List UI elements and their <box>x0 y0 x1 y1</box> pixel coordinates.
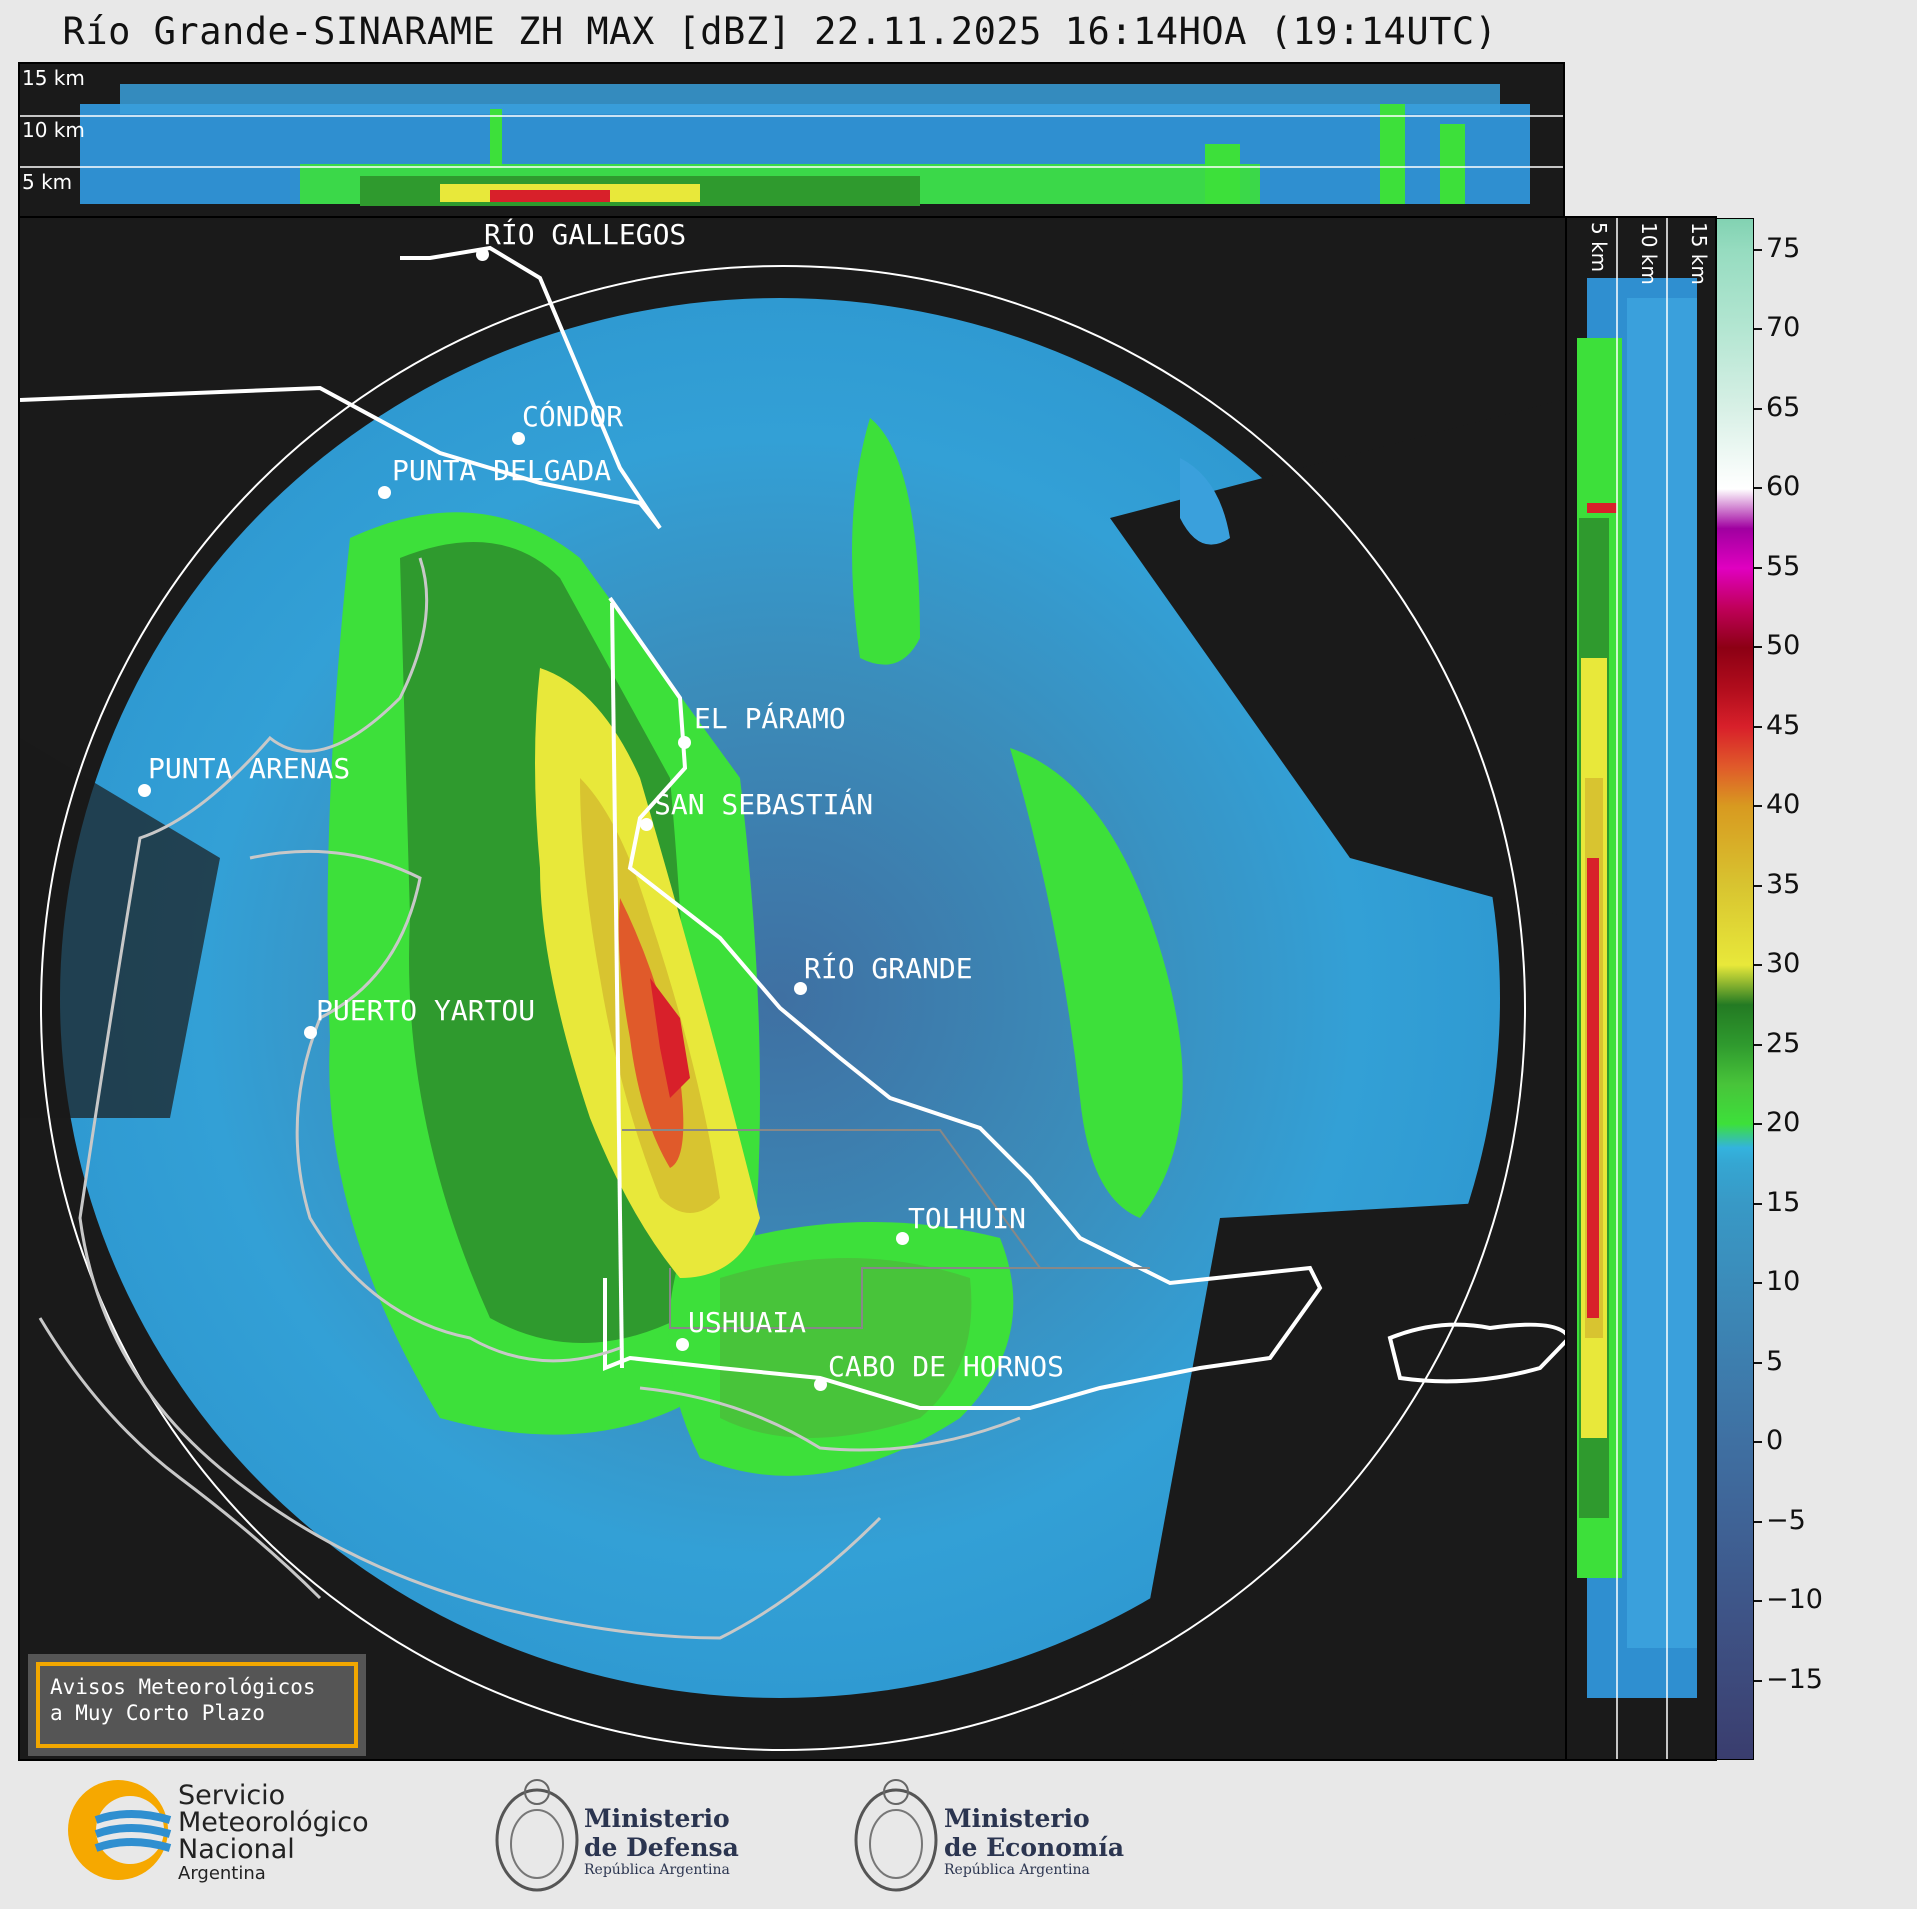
defensa-emblem-icon <box>495 1779 579 1892</box>
colorbar-tick <box>1754 884 1762 887</box>
city-label-rio-grande: RÍO GRANDE <box>804 952 973 985</box>
colorbar-tick-label: 0 <box>1766 1425 1784 1457</box>
colorbar-tick <box>1754 566 1762 569</box>
colorbar-tick <box>1754 805 1762 808</box>
colorbar-tick-label: 35 <box>1766 868 1801 900</box>
colorbar-tick-label: −15 <box>1766 1663 1823 1695</box>
city-label-puerto-yartou: PUERTO YARTOU <box>316 994 536 1027</box>
city-dot-san-sebastian <box>640 818 653 831</box>
colorbar-tick-label: 40 <box>1766 789 1801 821</box>
top-vertical-profile: 15 km 10 km 5 km <box>18 62 1565 218</box>
smn-logo-text: Servicio Meteorológico Nacional Argentin… <box>178 1782 369 1885</box>
defensa-logo-text: Ministerio de Defensa República Argentin… <box>584 1804 739 1878</box>
smn-line-3: Nacional <box>178 1834 295 1865</box>
city-label-tolhuin: TOLHUIN <box>908 1202 1027 1235</box>
warning-badge-frame: Avisos Meteorológicos a Muy Corto Plazo <box>36 1662 358 1748</box>
colorbar-tick-label: 45 <box>1766 709 1801 741</box>
city-dot-rio-gallegos <box>476 248 489 261</box>
colorbar-tick <box>1754 725 1762 728</box>
economia-line-3: República Argentina <box>944 1862 1090 1878</box>
defensa-line-1: Ministerio <box>584 1804 730 1833</box>
colorbar-tick <box>1754 1282 1762 1285</box>
colorbar-tick-label: 30 <box>1766 948 1801 980</box>
colorbar-tick-label: 25 <box>1766 1027 1801 1059</box>
colorbar-tick <box>1754 328 1762 331</box>
warning-line-1: Avisos Meteorológicos <box>50 1675 316 1699</box>
colorbar-tick-label: 50 <box>1766 630 1801 662</box>
colorbar-tick-label: 75 <box>1766 232 1801 264</box>
colorbar-tick <box>1754 248 1762 251</box>
footer-logos: Servicio Meteorológico Nacional Argentin… <box>0 1762 1917 1909</box>
warning-line-2: a Muy Corto Plazo <box>50 1701 265 1725</box>
economia-logo-text: Ministerio de Economía República Argenti… <box>944 1804 1124 1878</box>
chart-title: Río Grande-SINARAME ZH MAX [dBZ] 22.11.2… <box>62 10 1498 53</box>
colorbar-tick-label: −10 <box>1766 1584 1823 1616</box>
city-dot-rio-grande <box>794 982 807 995</box>
smn-line-4: Argentina <box>178 1863 266 1884</box>
top-label-10km: 10 km <box>22 118 85 142</box>
top-label-5km: 5 km <box>22 170 73 194</box>
city-dot-ushuaia <box>676 1338 689 1351</box>
colorbar <box>1716 218 1754 1760</box>
radar-map: RÍO GALLEGOS CÓNDOR PUNTA DELGADA EL PÁR… <box>18 216 1567 1761</box>
colorbar-tick <box>1754 487 1762 490</box>
side-label-15km: 15 km <box>1687 222 1711 285</box>
city-dot-punta-arenas <box>138 784 151 797</box>
colorbar-tick-label: 5 <box>1766 1345 1784 1377</box>
top-label-15km: 15 km <box>22 66 85 90</box>
colorbar-tick <box>1754 1441 1762 1444</box>
warning-badge: Avisos Meteorológicos a Muy Corto Plazo <box>28 1654 366 1756</box>
side-vertical-profile: 5 km 10 km 15 km <box>1565 216 1717 1761</box>
city-dot-tolhuin <box>896 1232 909 1245</box>
city-dot-condor <box>512 432 525 445</box>
city-label-rio-gallegos: RÍO GALLEGOS <box>484 218 687 251</box>
colorbar-tick <box>1754 1202 1762 1205</box>
city-label-punta-arenas: PUNTA ARENAS <box>148 752 351 785</box>
colorbar-tick-label: 20 <box>1766 1107 1801 1139</box>
city-dot-puerto-yartou <box>304 1026 317 1039</box>
colorbar-tick-label: 55 <box>1766 550 1801 582</box>
city-dot-cabo-de-hornos <box>814 1378 827 1391</box>
smn-logo-icon <box>68 1780 172 1880</box>
colorbar-tick <box>1754 1043 1762 1046</box>
colorbar-tick-label: 65 <box>1766 391 1801 423</box>
city-label-condor: CÓNDOR <box>522 400 624 433</box>
city-label-san-sebastian: SAN SEBASTIÁN <box>654 788 874 821</box>
colorbar-tick-label: 60 <box>1766 471 1801 503</box>
colorbar-tick <box>1754 1123 1762 1126</box>
top-profile-echoes <box>20 84 1563 206</box>
side-label-5km: 5 km <box>1587 222 1611 273</box>
colorbar-tick-label: −5 <box>1766 1504 1806 1536</box>
smn-line-2: Meteorológico <box>178 1807 369 1838</box>
city-label-el-paramo: EL PÁRAMO <box>694 702 846 735</box>
colorbar-tick-label: 15 <box>1766 1186 1801 1218</box>
side-label-10km: 10 km <box>1637 222 1661 285</box>
smn-line-1: Servicio <box>178 1780 286 1811</box>
economia-line-2: de Economía <box>944 1833 1125 1862</box>
defensa-line-2: de Defensa <box>584 1833 739 1862</box>
colorbar-tick-label: 10 <box>1766 1266 1801 1298</box>
colorbar-tick <box>1754 1361 1762 1364</box>
colorbar-tick <box>1754 646 1762 649</box>
city-label-ushuaia: USHUAIA <box>688 1306 807 1339</box>
side-profile-echoes <box>1577 218 1697 1759</box>
colorbar-tick <box>1754 1520 1762 1523</box>
logo-graphics <box>68 1779 938 1892</box>
defensa-line-3: República Argentina <box>584 1862 730 1878</box>
colorbar-tick <box>1754 407 1762 410</box>
city-dot-el-paramo <box>678 736 691 749</box>
economia-line-1: Ministerio <box>944 1804 1090 1833</box>
economia-emblem-icon <box>854 1779 938 1892</box>
city-dot-punta-delgada <box>378 486 391 499</box>
city-label-punta-delgada: PUNTA DELGADA <box>392 454 612 487</box>
radar-echo-field <box>20 245 1565 1759</box>
colorbar-tick <box>1754 1679 1762 1682</box>
city-label-cabo-de-hornos: CABO DE HORNOS <box>828 1350 1065 1383</box>
colorbar-tick <box>1754 964 1762 967</box>
colorbar-tick <box>1754 1600 1762 1603</box>
colorbar-tick-label: 70 <box>1766 312 1801 344</box>
